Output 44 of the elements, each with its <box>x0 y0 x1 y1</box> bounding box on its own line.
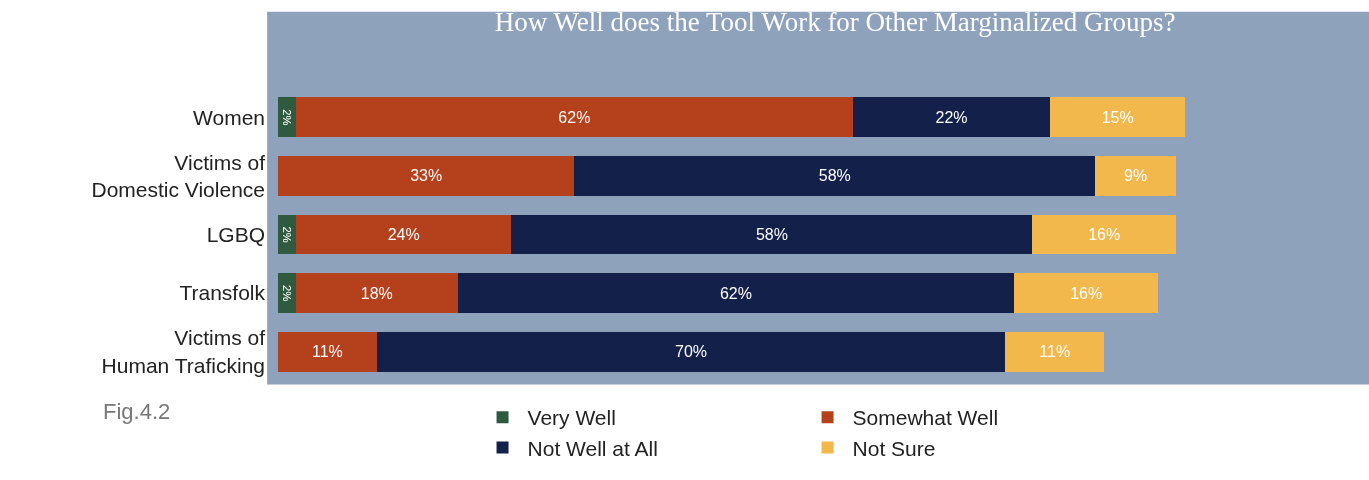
bar <box>511 214 1033 255</box>
bar <box>376 331 1006 372</box>
bar <box>1005 331 1105 372</box>
data-label: 16% <box>1070 284 1103 302</box>
data-label: 58% <box>755 226 788 243</box>
y-tick-label: LGBQ <box>206 222 265 246</box>
bar <box>1032 214 1177 255</box>
data-label: 33% <box>410 167 443 185</box>
chart-title: How Well does the Tool Work for Other Marginalized Groups? <box>494 7 1176 38</box>
bar <box>1095 155 1177 196</box>
data-label: 2% <box>281 226 294 243</box>
data-label: 22% <box>935 108 968 126</box>
data-label: 18% <box>360 284 393 302</box>
data-label: 15% <box>1101 108 1134 126</box>
data-label: 24% <box>387 226 420 243</box>
caption: Fig.4.2 <box>103 399 171 424</box>
data-label: 2% <box>281 284 294 302</box>
y-tick-label: Transfolk <box>179 281 266 305</box>
data-label: 16% <box>1088 226 1121 243</box>
legend-label: Somewhat Well <box>852 406 999 430</box>
bar <box>852 97 1051 138</box>
bar <box>574 155 1096 196</box>
bar <box>295 214 512 255</box>
data-label: 62% <box>558 108 591 126</box>
bar <box>295 273 458 314</box>
data-label: 9% <box>1124 167 1148 185</box>
data-label: 11% <box>1039 343 1071 361</box>
legend-label: Not Well at All <box>527 436 658 460</box>
y-tick-label: Victims of Human Traficking <box>101 326 266 377</box>
legend-label: Very Well <box>527 406 616 430</box>
data-label: 2% <box>281 109 294 126</box>
data-label: 62% <box>719 284 753 302</box>
bar <box>278 331 377 372</box>
bar <box>1050 97 1185 138</box>
legend-label: Not Sure <box>852 436 936 460</box>
data-label: 58% <box>818 167 851 185</box>
bar <box>457 273 1015 314</box>
data-label: 70% <box>675 343 708 361</box>
bar <box>295 97 853 138</box>
data-label: 11% <box>311 343 343 361</box>
bar <box>1014 273 1159 314</box>
y-tick-label: Victims of Domestic Violence <box>91 150 266 201</box>
y-tick-label: Women <box>193 105 265 129</box>
bar <box>278 155 575 196</box>
